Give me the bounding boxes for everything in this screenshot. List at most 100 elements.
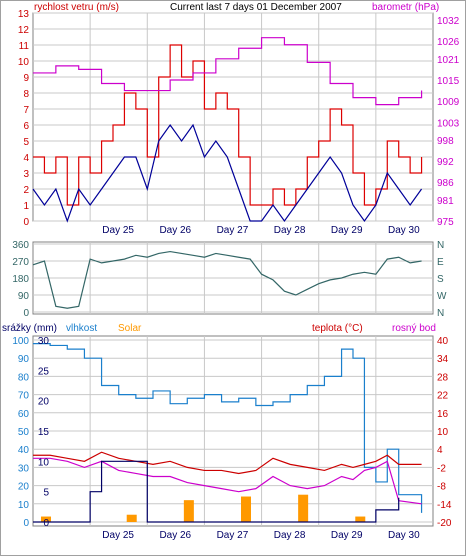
wind-series-line	[32, 123, 423, 223]
direction-tick-label: 180	[12, 274, 29, 285]
humidity-tick-label: 80	[18, 372, 30, 383]
gust-series-line	[33, 44, 423, 206]
rain-tick-label: 30	[38, 336, 50, 347]
temperature-tick-label: -20	[437, 518, 452, 529]
wind-tick-label: 2	[23, 185, 29, 196]
temperature-tick-label: 28	[437, 372, 449, 383]
ticks-layer: 0123456789101112139759819869929981003100…	[12, 9, 459, 541]
day-tick-label-bottom: Day 27	[217, 530, 249, 541]
compass-tick-label: N	[437, 240, 444, 251]
rain-tick-label: 20	[38, 397, 50, 408]
humidity-tick-label: 100	[12, 336, 29, 347]
pressure-tick-label: 981	[437, 196, 454, 207]
rain-axis-label: srážky (mm)	[2, 323, 57, 334]
humidity-tick-label: 30	[18, 463, 30, 474]
solar-bar	[41, 516, 51, 522]
wind-panel-frame	[32, 12, 434, 222]
rain-tick-label: 15	[38, 427, 50, 438]
humidity-series-line	[33, 343, 423, 513]
direction-series-line	[32, 250, 422, 309]
wind-tick-label: 13	[18, 9, 30, 20]
day-tick-label: Day 30	[388, 225, 420, 236]
day-tick-label-bottom: Day 25	[102, 530, 134, 541]
humidity-tick-label: 70	[18, 391, 30, 402]
day-tick-label: Day 26	[159, 225, 191, 236]
temperature-series-line	[33, 451, 422, 475]
day-tick-label: Day 27	[217, 225, 249, 236]
wind-tick-label: 4	[23, 153, 29, 164]
temperature-tick-label: 10	[437, 427, 449, 438]
pressure-tick-label: 1032	[437, 16, 460, 27]
direction-tick-label: 270	[12, 257, 29, 268]
temperature-tick-label: 40	[437, 336, 449, 347]
direction-tick-label: 360	[12, 240, 29, 251]
wind-tick-label: 10	[18, 57, 30, 68]
temperature-tick-label: 16	[437, 409, 449, 420]
rain-tick-label: 0	[43, 518, 49, 529]
pressure-tick-label: 975	[437, 217, 454, 228]
temperature-tick-label: -14	[437, 500, 452, 511]
rain-series-line	[33, 460, 400, 523]
day-tick-label-bottom: Day 26	[159, 530, 191, 541]
temperature-axis-label: teplota (°C)	[312, 323, 363, 334]
wind-tick-label: 0	[23, 217, 29, 228]
humidity-axis-label: vlhkost	[66, 323, 97, 334]
wind-tick-label: 6	[23, 121, 29, 132]
wind-axis-label: rychlost vetru (m/s)	[34, 2, 119, 13]
humidity-tick-label: 20	[18, 482, 30, 493]
temperature-tick-label: -8	[437, 482, 446, 493]
solar-bar	[126, 514, 137, 522]
compass-tick-label: S	[437, 274, 444, 285]
rain-tick-label: 10	[38, 457, 50, 468]
pressure-tick-label: 992	[437, 157, 454, 168]
wind-tick-label: 7	[23, 105, 29, 116]
pressure-series-line	[33, 37, 423, 106]
chart-title: Current last 7 days 01 December 2007	[170, 2, 342, 13]
pressure-tick-label: 998	[437, 136, 454, 147]
series-layer	[32, 37, 423, 523]
humidity-tick-label: 10	[18, 500, 30, 511]
direction-tick-label: 0	[23, 308, 29, 319]
solar-bar	[183, 500, 194, 522]
humidity-tick-label: 0	[23, 518, 29, 529]
day-tick-label-bottom: Day 28	[274, 530, 306, 541]
wind-tick-label: 9	[23, 73, 29, 84]
wind-tick-label: 11	[19, 41, 30, 52]
pressure-tick-label: 1003	[437, 118, 460, 129]
wind-tick-label: 8	[23, 89, 29, 100]
pressure-axis-label: barometr (hPa)	[372, 2, 439, 13]
humidity-tick-label: 60	[18, 409, 30, 420]
pressure-tick-label: 1026	[437, 37, 460, 48]
compass-tick-label: E	[437, 257, 444, 268]
pressure-tick-label: 1009	[437, 97, 460, 108]
temperature-tick-label: 4	[437, 445, 443, 456]
solar-bar	[241, 496, 251, 522]
humidity-tick-label: 50	[18, 427, 30, 438]
wind-tick-label: 3	[23, 169, 29, 180]
day-tick-label: Day 29	[331, 225, 363, 236]
compass-tick-label: N	[437, 308, 444, 319]
day-tick-label-bottom: Day 30	[388, 530, 420, 541]
pressure-tick-label: 986	[437, 178, 454, 189]
compass-tick-label: W	[437, 291, 447, 302]
wind-tick-label: 5	[23, 137, 29, 148]
day-tick-label: Day 28	[274, 225, 306, 236]
humidity-tick-label: 90	[18, 354, 30, 365]
solar-label: Solar	[118, 323, 142, 334]
temperature-tick-label: -2	[437, 463, 446, 474]
pressure-tick-label: 1015	[437, 76, 460, 87]
wind-tick-label: 1	[23, 201, 29, 212]
wind-tick-label: 12	[18, 25, 30, 36]
day-tick-label: Day 25	[102, 225, 134, 236]
solar-bar	[355, 516, 366, 522]
rain-tick-label: 25	[38, 366, 50, 377]
humidity-tick-label: 40	[18, 445, 30, 456]
dew-point-label: rosný bod	[392, 323, 436, 334]
day-tick-label-bottom: Day 29	[331, 530, 363, 541]
solar-bar	[298, 494, 309, 522]
temperature-tick-label: 34	[437, 354, 449, 365]
direction-tick-label: 90	[18, 291, 30, 302]
pressure-tick-label: 1021	[437, 55, 460, 66]
